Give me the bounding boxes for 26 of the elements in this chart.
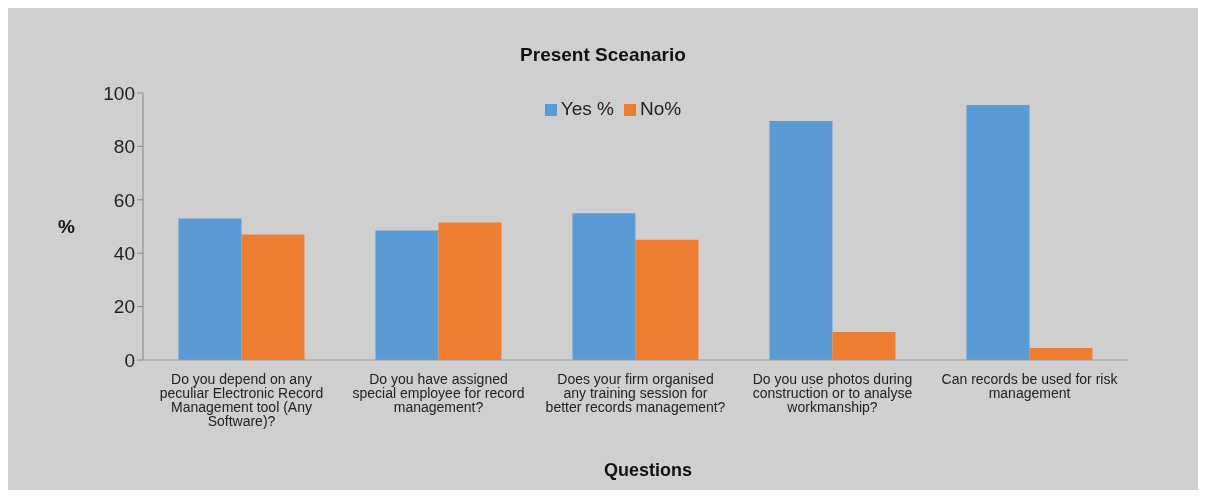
x-axis-title: Questions xyxy=(603,460,693,481)
bar xyxy=(438,222,502,360)
bar xyxy=(1029,347,1093,360)
bar xyxy=(635,239,699,360)
bar xyxy=(375,230,439,360)
y-tick-label: 20 xyxy=(113,296,135,318)
x-tick-label: Can records be used for risk management xyxy=(941,370,1119,401)
x-tick-label: Does your firm organised any training session for better records management? xyxy=(545,370,726,415)
legend-label: Yes % xyxy=(560,98,614,119)
legend-label: No% xyxy=(639,98,682,119)
bar xyxy=(178,218,242,360)
bar xyxy=(572,213,636,360)
bar xyxy=(832,331,896,360)
x-tick-label: Do you depend on any peculiar Electronic Record Management tool (Any Software)? xyxy=(159,370,324,429)
bar xyxy=(966,105,1030,360)
y-tick-label: 80 xyxy=(113,136,135,158)
bar xyxy=(769,121,833,360)
chart-title: Present Sceanario xyxy=(519,44,687,66)
bar xyxy=(241,234,305,360)
x-tick-label: Do you have assigned special employee for record management? xyxy=(352,370,525,415)
y-axis-title: % xyxy=(58,216,75,238)
y-tick-label: 100 xyxy=(103,82,135,104)
y-tick-label: 60 xyxy=(113,189,135,211)
x-tick-label: Do you use photos during construction or to analyse workmanship? xyxy=(752,370,913,415)
y-tick-label: 0 xyxy=(124,349,135,371)
y-tick-label: 40 xyxy=(113,242,135,264)
